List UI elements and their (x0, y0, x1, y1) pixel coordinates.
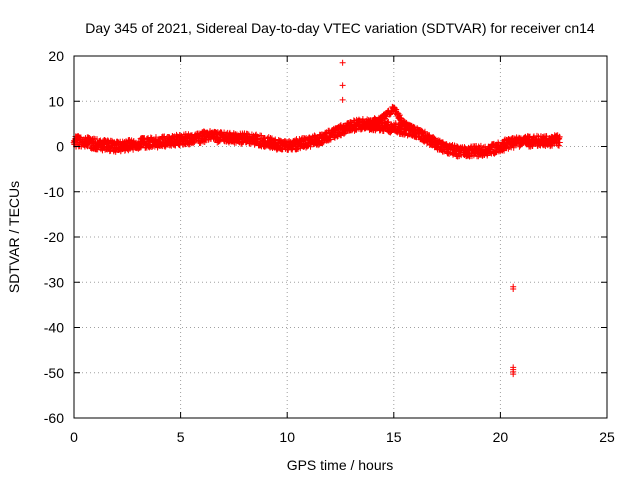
outlier-point (510, 286, 517, 293)
axis-ticks: 0 5 10 15 20 25 -60 -50 -40 -30 -20 -10 0 10 20 (44, 48, 615, 445)
data-point (77, 134, 84, 141)
data-point (556, 142, 563, 149)
y-tick-label: -10 (44, 184, 64, 200)
data-point (368, 120, 375, 127)
data-point (556, 139, 563, 146)
x-axis-label: GPS time / hours (287, 457, 394, 473)
data-point (355, 116, 362, 123)
x-tick-label: 20 (493, 429, 509, 445)
data-point (398, 115, 405, 122)
y-axis-label: SDTVAR / TECUs (6, 181, 22, 293)
outlier-point (339, 82, 346, 89)
x-tick-label: 5 (177, 429, 185, 445)
y-tick-label: -60 (44, 410, 64, 426)
data-point (484, 152, 491, 159)
data-series (70, 59, 563, 378)
y-tick-label: -20 (44, 229, 64, 245)
y-tick-label: 20 (48, 48, 64, 64)
x-tick-label: 0 (70, 429, 78, 445)
data-point (556, 133, 563, 140)
y-tick-label: 0 (56, 139, 64, 155)
x-tick-label: 15 (386, 429, 402, 445)
x-tick-label: 10 (279, 429, 295, 445)
chart-title: Day 345 of 2021, Sidereal Day-to-day VTE… (85, 20, 595, 36)
y-tick-label: 10 (48, 93, 64, 109)
data-point (410, 127, 417, 134)
y-tick-label: -50 (44, 365, 64, 381)
data-point (492, 149, 499, 156)
outlier-point (510, 371, 517, 378)
data-point (327, 136, 334, 143)
data-point (385, 118, 392, 125)
outlier-point (339, 96, 346, 103)
y-tick-label: -40 (44, 320, 64, 336)
data-point (396, 116, 403, 123)
y-tick-label: -30 (44, 274, 64, 290)
data-point (549, 142, 556, 149)
x-tick-label: 25 (599, 429, 615, 445)
data-point (307, 143, 314, 150)
data-point (411, 127, 418, 134)
outlier-point (339, 59, 346, 66)
